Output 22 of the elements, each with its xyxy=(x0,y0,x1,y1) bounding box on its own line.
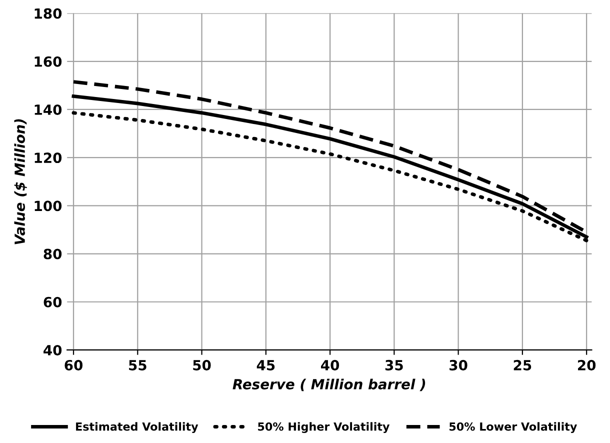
x-axis-title: Reserve ( Million barrel ) xyxy=(232,378,426,392)
y-tick-label: 40 xyxy=(44,344,62,356)
y-tick-label: 80 xyxy=(44,248,62,260)
legend-label: 50% Lower Volatility xyxy=(449,422,577,433)
x-tick-label: 25 xyxy=(514,360,532,370)
y-tick-label: 160 xyxy=(34,56,62,67)
x-tick-label: 60 xyxy=(64,360,83,370)
y-tick-label: 180 xyxy=(34,8,62,19)
x-tick-label: 20 xyxy=(578,360,596,370)
x-tick-label: 45 xyxy=(256,360,275,370)
y-tick-label: 120 xyxy=(34,152,62,164)
y-tick-label: 100 xyxy=(34,200,62,212)
y-axis-title: Value ($ Million) xyxy=(14,119,27,244)
y-tick-label: 60 xyxy=(44,296,62,308)
x-tick-label: 55 xyxy=(129,360,146,370)
y-tick-label: 140 xyxy=(34,104,62,115)
legend-label: 50% Higher Volatility xyxy=(258,422,390,433)
x-tick-label: 35 xyxy=(385,360,403,370)
x-tick-label: 30 xyxy=(450,360,468,370)
x-tick-label: 40 xyxy=(321,360,340,370)
legend-label: Estimated Volatility xyxy=(76,422,198,433)
x-tick-label: 50 xyxy=(193,360,211,370)
